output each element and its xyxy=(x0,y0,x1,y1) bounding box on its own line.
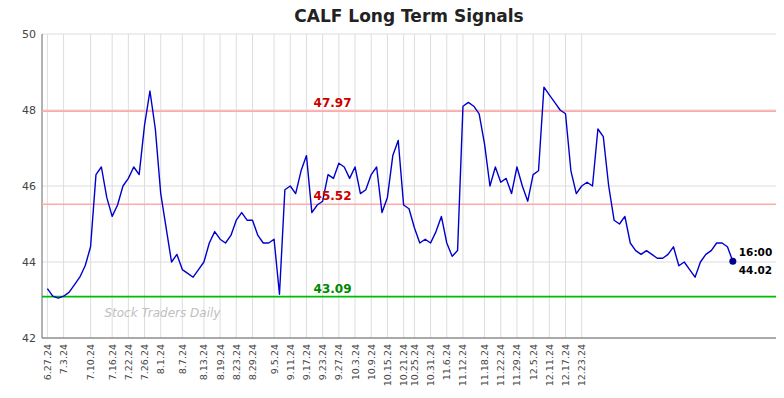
x-grid-line xyxy=(306,34,307,338)
x-grid-line xyxy=(355,34,356,338)
title: CALF Long Term Signals xyxy=(294,6,523,26)
x-grid-line xyxy=(387,34,388,338)
x-grid-line xyxy=(516,34,517,338)
x-tick-label: 11.22.24 xyxy=(495,344,506,386)
x-grid-line xyxy=(549,34,550,338)
x-grid-line xyxy=(446,34,447,338)
reference-line xyxy=(42,296,776,298)
y-tick-label: 50 xyxy=(22,28,36,41)
x-grid-line xyxy=(47,34,48,338)
reference-line xyxy=(42,203,776,205)
x-tick-label: 7.22.24 xyxy=(123,344,134,380)
x-grid-line xyxy=(63,34,64,338)
x-grid-line xyxy=(430,34,431,338)
x-tick-label: 9.11.24 xyxy=(285,344,296,380)
x-tick-label: 11.6.24 xyxy=(441,344,452,380)
x-tick-label: 12.5.24 xyxy=(528,344,539,380)
y-tick-label: 48 xyxy=(22,104,36,117)
x-axis xyxy=(42,338,776,339)
y-grid-line xyxy=(42,186,776,187)
x-tick-label: 11.18.24 xyxy=(479,344,490,386)
x-grid-line xyxy=(220,34,221,338)
x-grid-line xyxy=(500,34,501,338)
watermark: Stock Traders Daily xyxy=(104,306,221,320)
last-price-label: 44.02 xyxy=(739,264,772,276)
x-tick-label: 6.27.24 xyxy=(42,344,53,380)
x-tick-label: 10.3.24 xyxy=(350,344,361,380)
last-point xyxy=(729,258,736,265)
x-tick-label: 12.23.24 xyxy=(576,344,587,386)
x-tick-label: 7.10.24 xyxy=(85,344,96,380)
x-tick-label: 7.26.24 xyxy=(139,344,150,380)
x-grid-line xyxy=(274,34,275,338)
y-tick-label: 46 xyxy=(22,180,36,193)
x-grid-line xyxy=(484,34,485,338)
x-tick-label: 8.7.24 xyxy=(177,344,188,374)
x-tick-label: 10.21.24 xyxy=(398,344,409,386)
x-tick-label: 7.16.24 xyxy=(107,344,118,380)
x-grid-line xyxy=(371,34,372,338)
y-grid-line xyxy=(42,338,776,339)
x-grid-line xyxy=(112,34,113,338)
x-grid-line xyxy=(414,34,415,338)
x-grid-line xyxy=(144,34,145,338)
x-grid-line xyxy=(252,34,253,338)
x-grid-line xyxy=(533,34,534,338)
chart: CALF Long Term Signals 42 44 46 48 50 6.27.24 7… xyxy=(0,0,784,398)
x-tick-label: 12.11.24 xyxy=(544,344,555,386)
price-line xyxy=(47,87,732,298)
x-grid-line xyxy=(236,34,237,338)
y-tick-label: 42 xyxy=(22,332,36,345)
x-tick-label: 8.13.24 xyxy=(198,344,209,380)
x-tick-label: 9.5.24 xyxy=(269,344,280,374)
x-tick-label: 8.29.24 xyxy=(247,344,258,380)
x-grid-line xyxy=(203,34,204,338)
x-tick-label: 9.23.24 xyxy=(317,344,328,380)
grid xyxy=(42,34,776,338)
plot-area xyxy=(42,87,776,298)
x-tick-label: 9.17.24 xyxy=(301,344,312,380)
reference-label: 45.52 xyxy=(314,189,352,203)
x-grid-line xyxy=(565,34,566,338)
x-tick-label: 11.12.24 xyxy=(457,344,468,386)
x-tick-label: 10.31.24 xyxy=(425,344,436,386)
y-axis xyxy=(42,34,43,338)
x-tick-label: 8.23.24 xyxy=(231,344,242,380)
x-tick-label: 7.3.24 xyxy=(58,344,69,374)
x-tick-label: 11.29.24 xyxy=(511,344,522,386)
x-tick-label: 10.9.24 xyxy=(366,344,377,380)
x-grid-line xyxy=(128,34,129,338)
reference-label: 43.09 xyxy=(314,282,352,296)
reference-label: 47.97 xyxy=(314,96,352,110)
y-grid-line xyxy=(42,262,776,263)
x-tick-label: 8.1.24 xyxy=(155,344,166,374)
x-tick-label: 8.19.24 xyxy=(215,344,226,380)
y-tick-label: 44 xyxy=(22,256,36,269)
x-grid-line xyxy=(403,34,404,338)
x-tick-label: 10.25.24 xyxy=(409,344,420,386)
x-grid-line xyxy=(462,34,463,338)
x-grid-line xyxy=(182,34,183,338)
y-grid-line xyxy=(42,34,776,35)
x-grid-line xyxy=(90,34,91,338)
x-tick-label: 9.27.24 xyxy=(333,344,344,380)
x-tick-label: 12.17.24 xyxy=(560,344,571,386)
x-tick-label: 10.15.24 xyxy=(382,344,393,386)
last-time-label: 16:00 xyxy=(739,246,772,258)
